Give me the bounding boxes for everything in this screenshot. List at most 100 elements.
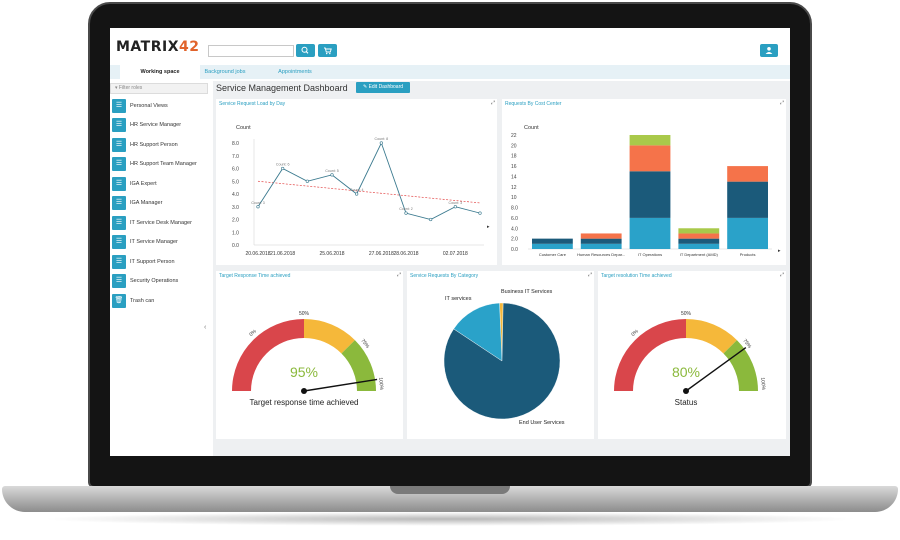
trash-icon: 🗑: [112, 294, 126, 308]
pie-label: IT services: [445, 296, 472, 302]
bar-segment: [678, 238, 720, 244]
sidebar: ▾ Filter roles ☰ Personal Views ☰ HR Servi…: [110, 83, 208, 456]
collapse-sidebar-icon[interactable]: ‹: [204, 324, 207, 331]
y-tick-label: 1.0: [232, 230, 239, 236]
matrix42-logo[interactable]: MATRIX42: [116, 39, 200, 55]
series-line: [257, 141, 481, 220]
data-point: [478, 211, 482, 215]
sidebar-item-hr-support-person[interactable]: ☰ HR Support Person: [110, 136, 208, 155]
user-icon: [765, 47, 773, 54]
gauge-value: 80%: [672, 364, 700, 380]
gauge-tick-label: 0%: [630, 328, 640, 338]
panel-requests-by-cost-center: Requests By Cost Center ⤢ Count 0.0 2.0 4.0…: [502, 99, 786, 265]
bar-segment: [580, 243, 622, 249]
cart-icon: [324, 47, 332, 55]
tab-bar: Working space Background jobs Appointmen…: [110, 65, 790, 79]
x-tick-label: 02.07.2018: [443, 251, 468, 257]
x-tick-label: 28.06.2018: [393, 251, 418, 257]
search-input[interactable]: [208, 45, 294, 57]
list-icon: ☰: [112, 274, 126, 288]
list-icon: ☰: [112, 99, 126, 113]
expand-icon[interactable]: ⤢: [779, 272, 784, 278]
list-icon: ☰: [112, 118, 126, 132]
x-tick-label: 21.06.2018: [270, 251, 295, 257]
x-tick-label: 27.06.2018: [369, 251, 394, 257]
expand-icon[interactable]: ⤢: [396, 272, 401, 278]
gauge-band-high: [341, 340, 376, 391]
panel-title: Service Request Load by Day: [219, 101, 286, 107]
gauge-band-low: [232, 319, 304, 391]
panel-target-resolution-time: Target resolution Time achieved ⤢ 0% 50% 7…: [598, 271, 786, 439]
trend-line: [257, 180, 481, 204]
data-label: Count: 5: [325, 169, 339, 173]
panel-target-response-time: Target Response Time achieved ⤢ 0% 50% 75%…: [216, 271, 403, 439]
data-point: [379, 141, 383, 145]
edit-dashboard-button[interactable]: ✎ Edit Dashboard: [356, 82, 410, 93]
gauge-tick-label: 50%: [681, 311, 692, 317]
list-icon: ☰: [112, 138, 126, 152]
sidebar-item-hr-support-team-manager[interactable]: ☰ HR Support Team Manager: [110, 155, 208, 174]
user-button[interactable]: [760, 44, 778, 57]
expand-icon[interactable]: ⤢: [779, 100, 784, 106]
y-tick-label: 4.0: [511, 226, 518, 232]
sidebar-item-personal-views[interactable]: ☰ Personal Views: [110, 97, 208, 116]
x-tick-label: 25.06.2018: [319, 251, 344, 257]
gauge-hub: [301, 388, 307, 394]
bar-segment: [678, 243, 720, 249]
sidebar-item-hr-service-manager[interactable]: ☰ HR Service Manager: [110, 116, 208, 135]
bar-segment: [678, 228, 720, 234]
gauge-caption: Target response time achieved: [250, 398, 359, 407]
bar-segment: [727, 217, 768, 249]
y-tick-label: 8.0: [511, 206, 518, 212]
bar-segment: [727, 181, 768, 218]
y-tick-label: 2.0: [232, 218, 239, 224]
expand-icon[interactable]: ⤢: [490, 100, 495, 106]
gauge-chart: 0% 50% 75% 100% 95% Target response time achi…: [232, 311, 384, 407]
role-filter[interactable]: ▾ Filter roles: [110, 83, 208, 94]
data-point: [305, 179, 309, 183]
list-icon: ☰: [112, 216, 126, 230]
gauge-needle: [685, 346, 747, 392]
x-tick-label: IT Department (AMD): [680, 252, 719, 257]
gauge-value: 95%: [290, 364, 318, 380]
y-tick-label: 4.0: [232, 192, 239, 198]
tab-background-jobs[interactable]: Background jobs: [204, 69, 246, 75]
sidebar-item-iga-expert[interactable]: ☰ IGA Expert: [110, 175, 208, 194]
gauge-caption: Status: [675, 398, 698, 407]
y-tick-label: 0.0: [511, 247, 518, 253]
bar-segment: [629, 145, 671, 172]
bar-segment: [727, 166, 768, 182]
tab-working-space[interactable]: Working space: [120, 65, 200, 79]
gauge-band-high: [723, 340, 758, 391]
sidebar-item-trash-can[interactable]: 🗑 Trash can: [110, 292, 208, 311]
x-tick-label: 20.06.2018: [245, 251, 270, 257]
bar-segment: [629, 135, 671, 146]
bar-segment: [580, 233, 622, 239]
sidebar-item-security-operations[interactable]: ☰ Security Operations: [110, 272, 208, 291]
tab-appointments[interactable]: Appointments: [278, 69, 312, 75]
panel-title: Service Requests By Category: [410, 273, 479, 279]
search-icon: [301, 46, 309, 54]
dashboard-area: Service Management Dashboard ✎ Edit Dash…: [213, 81, 790, 456]
data-label: Count: 6: [276, 163, 290, 167]
x-tick-label: IT Operations: [638, 252, 662, 257]
sidebar-item-it-service-desk-manager[interactable]: ☰ IT Service Desk Manager: [110, 214, 208, 233]
y-tick-label: 6.0: [232, 167, 239, 173]
y-tick-label: 10: [511, 195, 517, 201]
search-button[interactable]: [296, 44, 315, 57]
x-tick-label: Customer Care: [539, 252, 567, 257]
sidebar-item-iga-manager[interactable]: ☰ IGA Manager: [110, 194, 208, 213]
cart-button[interactable]: [318, 44, 337, 57]
app-screen: MATRIX42 Working space Background jobs A…: [110, 28, 790, 456]
laptop-shadow: [40, 512, 860, 526]
data-point: [281, 166, 285, 171]
data-point: [429, 217, 433, 222]
sidebar-item-it-service-manager[interactable]: ☰ IT Service Manager: [110, 233, 208, 252]
gauge-chart: 0% 50% 75% 100% 80% Status: [614, 311, 766, 407]
sidebar-item-it-support-person[interactable]: ☰ IT Support Person: [110, 253, 208, 272]
gauge-band-mid: [304, 319, 355, 354]
y-tick-label: 6.0: [511, 216, 518, 222]
gauge-hub: [683, 388, 689, 394]
expand-icon[interactable]: ⤢: [587, 272, 592, 278]
scroll-right-icon: ▸: [778, 248, 781, 254]
